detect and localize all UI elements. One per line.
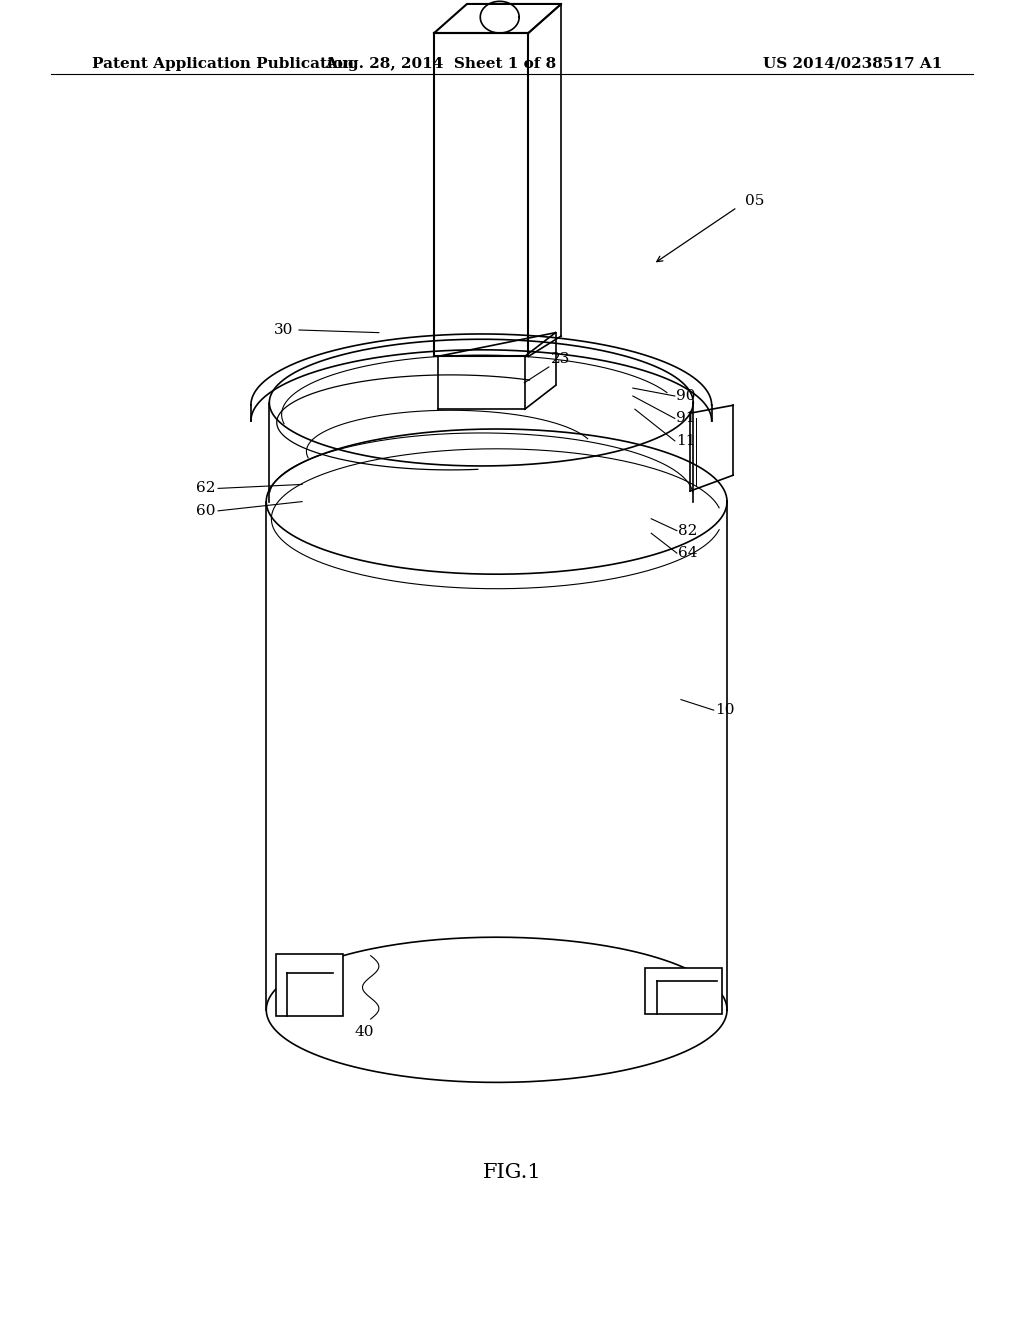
Bar bbox=[276, 954, 343, 1016]
Text: 05: 05 bbox=[745, 194, 765, 207]
Text: 60: 60 bbox=[196, 504, 215, 517]
Text: 62: 62 bbox=[196, 482, 215, 495]
Text: Aug. 28, 2014  Sheet 1 of 8: Aug. 28, 2014 Sheet 1 of 8 bbox=[325, 57, 556, 71]
Text: US 2014/0238517 A1: US 2014/0238517 A1 bbox=[763, 57, 942, 71]
Text: 11: 11 bbox=[676, 434, 695, 447]
Text: 91: 91 bbox=[676, 412, 695, 425]
Text: 64: 64 bbox=[678, 546, 697, 560]
Text: 82: 82 bbox=[678, 524, 697, 537]
Text: 30: 30 bbox=[273, 323, 293, 337]
Text: 90: 90 bbox=[676, 389, 695, 403]
Text: Patent Application Publication: Patent Application Publication bbox=[92, 57, 354, 71]
Text: 40: 40 bbox=[354, 1026, 375, 1039]
Text: FIG.1: FIG.1 bbox=[482, 1163, 542, 1181]
Bar bbox=[645, 968, 722, 1014]
Text: 10: 10 bbox=[715, 704, 734, 717]
Text: 23: 23 bbox=[551, 352, 570, 366]
